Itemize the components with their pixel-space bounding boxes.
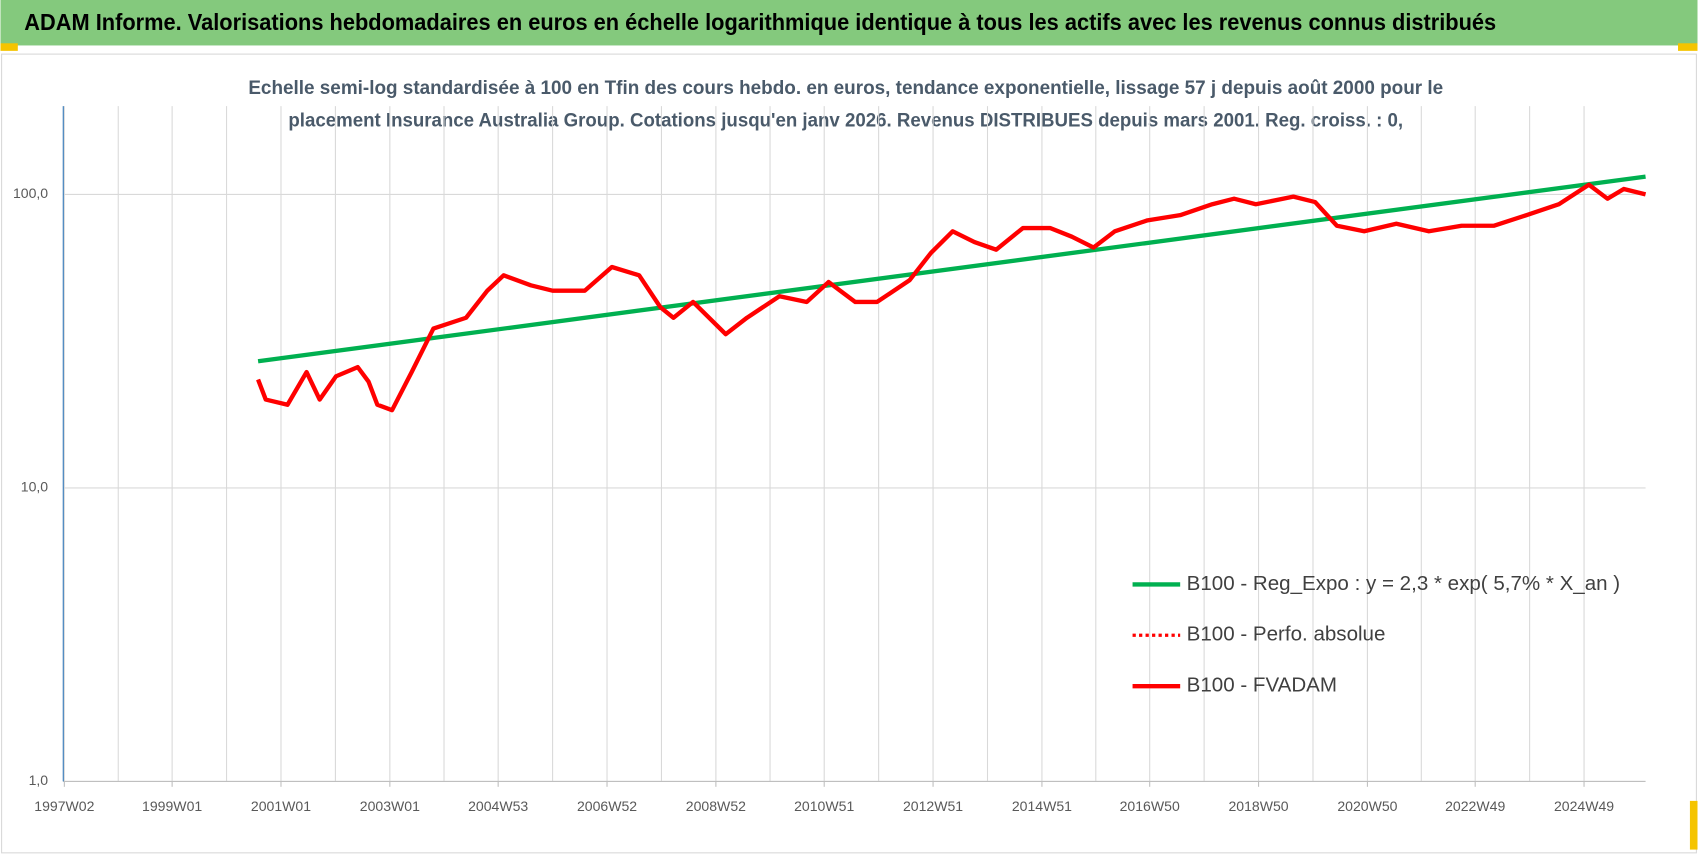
corner-mark [1678, 43, 1698, 51]
x-tick-label: 2020W50 [1337, 798, 1397, 814]
series-line [257, 174, 1646, 364]
chart-frame [1, 53, 1697, 854]
x-tick-label: 2024W49 [1554, 798, 1614, 814]
y-tick-label: 1,0 [29, 772, 49, 788]
page-title: ADAM Informe. Valorisations hebdomadaire… [24, 9, 1496, 35]
series-line [256, 182, 1647, 413]
x-tick-label: 2001W01 [251, 798, 311, 814]
x-tick-label: 2012W51 [903, 798, 963, 814]
x-tick-label: 1997W02 [34, 798, 94, 814]
corner-mark [0, 43, 18, 51]
x-tick-label: 2014W51 [1012, 798, 1072, 814]
legend-label: B100 - Reg_Expo : y = 2,3 * exp( 5,7% * … [1187, 572, 1620, 595]
corner-mark [1689, 800, 1698, 850]
x-tick-label: 2018W50 [1228, 798, 1288, 814]
x-tick-label: 2016W50 [1120, 798, 1180, 814]
x-tick-label: 2010W51 [794, 798, 854, 814]
x-tick-label: 2006W52 [577, 798, 637, 814]
header-bar [0, 0, 1698, 46]
x-tick-label: 2022W49 [1445, 798, 1505, 814]
y-tick-label: 10,0 [21, 479, 49, 495]
x-tick-label: 2003W01 [360, 798, 420, 814]
x-tick-label: 1999W01 [142, 798, 202, 814]
x-tick-label: 2008W52 [686, 798, 746, 814]
legend-label: B100 - FVADAM [1187, 674, 1337, 697]
legend-label: B100 - Perfo. absolue [1187, 623, 1386, 646]
chart-subtitle: Echelle semi-log standardisée à 100 en T… [248, 77, 1443, 99]
chart-subtitle: placement Insurance Australia Group. Cot… [288, 109, 1403, 131]
x-tick-label: 2004W53 [468, 798, 528, 814]
y-tick-label: 100,0 [13, 185, 48, 201]
